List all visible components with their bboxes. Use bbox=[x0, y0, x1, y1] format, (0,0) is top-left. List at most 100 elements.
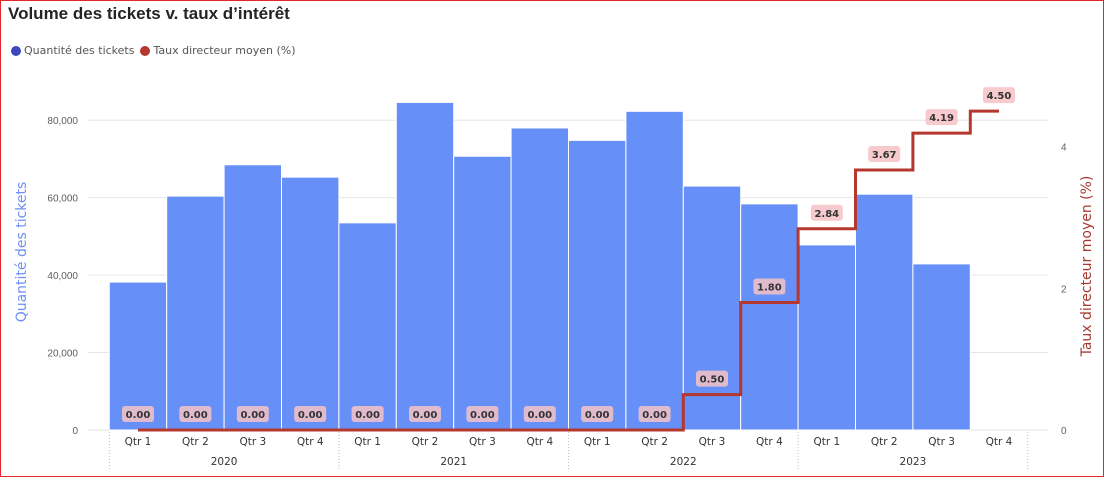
y-tick-label-right: 0 bbox=[1061, 426, 1067, 437]
x-tick-label-quarter: Qtr 4 bbox=[756, 436, 783, 448]
legend: Quantité des tickets Taux directeur moye… bbox=[11, 44, 302, 57]
rate-label-box bbox=[696, 370, 728, 387]
x-tick-label-year: 2023 bbox=[900, 456, 927, 468]
rate-label-box bbox=[753, 278, 786, 295]
rate-data-label: 0.00 bbox=[638, 406, 671, 422]
rate-data-label: 2.84 bbox=[810, 204, 843, 221]
x-tick-label-quarter: Qtr 2 bbox=[412, 436, 439, 448]
rate-data-label: 0.00 bbox=[351, 406, 384, 422]
x-tick-label-year: 2021 bbox=[440, 456, 467, 468]
rate-label-text: 0.00 bbox=[585, 410, 610, 421]
rate-label-box bbox=[294, 406, 327, 422]
rate-data-label: 0.50 bbox=[696, 370, 728, 387]
bar[interactable] bbox=[108, 281, 168, 431]
rate-data-label: 4.50 bbox=[983, 87, 1015, 104]
bar-series-tickets bbox=[108, 101, 971, 431]
bar[interactable] bbox=[797, 244, 856, 431]
rate-label-box bbox=[810, 204, 843, 221]
bar[interactable] bbox=[568, 139, 627, 431]
rate-data-label: 0.00 bbox=[523, 406, 556, 422]
rate-label-box bbox=[581, 406, 614, 422]
rate-data-label: 0.00 bbox=[122, 406, 154, 422]
rate-data-label: 0.00 bbox=[409, 406, 441, 422]
legend-label-rate: Taux directeur moyen (%) bbox=[153, 44, 296, 57]
bar[interactable] bbox=[281, 176, 340, 431]
x-tick-label-year: 2020 bbox=[211, 456, 238, 468]
axes: Quantité des tickets Taux directeur moye… bbox=[14, 116, 1095, 471]
chart-title: Volume des tickets v. taux d’intérêt bbox=[8, 4, 290, 23]
rate-label-text: 0.00 bbox=[183, 410, 208, 421]
rate-label-box bbox=[179, 406, 212, 422]
y-tick-label-left: 40,000 bbox=[47, 271, 78, 282]
x-tick-label-quarter: Qtr 3 bbox=[469, 436, 496, 448]
rate-label-box bbox=[925, 109, 958, 126]
rate-label-text: 0.00 bbox=[527, 410, 552, 421]
rate-label-text: 3.67 bbox=[872, 150, 897, 161]
x-tick-label-quarter: Qtr 2 bbox=[641, 436, 668, 448]
legend-label-tickets: Quantité des tickets bbox=[24, 44, 135, 57]
bar[interactable] bbox=[453, 155, 512, 431]
rate-label-box bbox=[351, 406, 384, 422]
rate-step-line bbox=[138, 109, 999, 432]
bar[interactable] bbox=[740, 203, 799, 431]
y-tick-label-left: 60,000 bbox=[47, 194, 78, 205]
rate-data-label: 0.00 bbox=[581, 406, 614, 422]
rate-label-box bbox=[236, 406, 269, 422]
bar[interactable] bbox=[338, 222, 397, 431]
x-tick-label-quarter: Qtr 3 bbox=[239, 436, 266, 448]
bar[interactable] bbox=[166, 195, 225, 431]
y-tick-label-left: 0 bbox=[72, 426, 78, 437]
rate-label-box bbox=[638, 406, 671, 422]
rate-label-text: 0.00 bbox=[126, 410, 151, 421]
bar[interactable] bbox=[510, 127, 570, 431]
y-tick-label-right: 4 bbox=[1061, 143, 1067, 154]
bar[interactable] bbox=[625, 110, 684, 431]
rate-label-box bbox=[523, 406, 556, 422]
rate-data-label: 3.67 bbox=[868, 145, 901, 162]
legend-item-tickets[interactable]: Quantité des tickets bbox=[11, 44, 134, 57]
y-tick-label-left: 80,000 bbox=[47, 116, 78, 127]
rate-data-labels: 0.00 0.00 0.00 0.00 0.00 0.00 0.00 0.00 0.00 0.00… bbox=[122, 87, 1015, 422]
x-tick-label-quarter: Qtr 3 bbox=[928, 436, 955, 448]
bar[interactable] bbox=[223, 164, 283, 431]
x-tick-label-quarter: Qtr 2 bbox=[871, 436, 898, 448]
legend-marker-tickets bbox=[11, 45, 21, 56]
x-tick-label-quarter: Qtr 1 bbox=[354, 436, 381, 448]
rate-label-text: 0.00 bbox=[298, 410, 323, 421]
x-tick-label-quarter: Qtr 2 bbox=[182, 436, 209, 448]
rate-label-box bbox=[409, 406, 441, 422]
y-axis-title-right: Taux directeur moyen (%) bbox=[1079, 176, 1095, 358]
x-tick-label-year: 2022 bbox=[670, 456, 697, 468]
bar[interactable] bbox=[395, 101, 455, 431]
legend-item-rate[interactable]: Taux directeur moyen (%) bbox=[140, 44, 296, 57]
rate-data-label: 0.00 bbox=[294, 406, 327, 422]
rate-label-text: 0.00 bbox=[642, 410, 667, 421]
y-tick-label-left: 20,000 bbox=[47, 349, 78, 360]
rate-label-text: 2.84 bbox=[814, 209, 839, 220]
x-tick-label-quarter: Qtr 3 bbox=[699, 436, 726, 448]
x-tick-label-quarter: Qtr 1 bbox=[125, 436, 152, 448]
rate-data-label: 4.19 bbox=[925, 109, 958, 126]
rate-label-box bbox=[122, 406, 154, 422]
rate-data-label: 0.00 bbox=[236, 406, 269, 422]
rate-label-box bbox=[868, 145, 901, 162]
x-tick-label-quarter: Qtr 4 bbox=[986, 436, 1013, 448]
x-tick-label-quarter: Qtr 4 bbox=[297, 436, 324, 448]
bar[interactable] bbox=[855, 193, 914, 431]
rate-label-text: 0.00 bbox=[240, 410, 265, 421]
rate-label-text: 0.00 bbox=[470, 410, 495, 421]
y-tick-label-right: 2 bbox=[1061, 284, 1067, 295]
rate-label-box bbox=[466, 406, 499, 422]
x-tick-label-quarter: Qtr 1 bbox=[813, 436, 840, 448]
bar[interactable] bbox=[682, 185, 742, 431]
rate-label-text: 4.19 bbox=[929, 113, 954, 124]
bar[interactable] bbox=[912, 263, 971, 431]
x-tick-label-quarter: Qtr 4 bbox=[526, 436, 553, 448]
rate-label-text: 1.80 bbox=[757, 282, 782, 293]
legend-marker-rate bbox=[140, 45, 151, 56]
line-series-rate bbox=[138, 109, 999, 432]
rate-label-text: 0.50 bbox=[700, 375, 725, 386]
rate-data-label: 1.80 bbox=[753, 278, 786, 295]
rate-label-text: 4.50 bbox=[987, 91, 1012, 102]
